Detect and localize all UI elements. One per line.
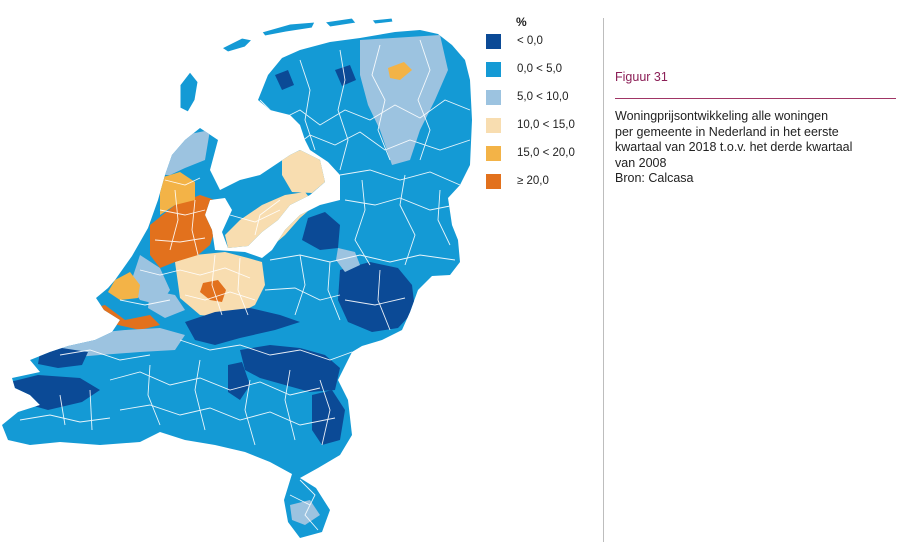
legend-label: 15,0 < 20,0 (517, 147, 575, 159)
region-twente (338, 262, 415, 332)
legend-item: 15,0 < 20,0 (486, 146, 575, 174)
legend-swatch-10-15 (486, 118, 501, 133)
legend-label: 5,0 < 10,0 (517, 91, 569, 103)
region-haarlem-coast (160, 172, 195, 215)
island-terschelling (261, 21, 316, 37)
legend-swatch-15-20 (486, 146, 501, 161)
legend-item: 5,0 < 10,0 (486, 90, 575, 118)
island-texel (179, 71, 199, 113)
caption-line: van 2008 (615, 155, 667, 170)
figure-caption: Woningprijsontwikkeling alle woningen pe… (615, 109, 900, 187)
legend-label: 10,0 < 15,0 (517, 119, 575, 131)
island-ameland (323, 17, 357, 28)
region-schouwen (38, 348, 88, 368)
legend-item: 0,0 < 5,0 (486, 62, 575, 90)
caption-source: Bron: Calcasa (615, 171, 694, 185)
netherlands-municipality-map (2, 17, 472, 538)
region-friesland-north (275, 70, 294, 90)
legend-item: < 0,0 (486, 34, 575, 62)
legend-swatch-0-5 (486, 62, 501, 77)
region-amsterdam (150, 195, 215, 268)
figure-label: Figuur 31 (615, 70, 668, 84)
vertical-divider (603, 18, 604, 542)
region-rivierenland (185, 308, 300, 345)
municipality-borders (19, 39, 471, 531)
map-legend: % < 0,0 0,0 < 5,0 5,0 < 10,0 10,0 < 15,0… (486, 14, 575, 202)
region-leiden (108, 272, 140, 300)
region-groningen-east (360, 35, 448, 165)
island-vlieland (221, 37, 254, 53)
region-friesland-east (335, 65, 356, 86)
legend-item: ≥ 20,0 (486, 174, 575, 202)
legend-swatch-neg (486, 34, 501, 49)
legend-label: ≥ 20,0 (517, 175, 549, 187)
region-betuwe (240, 345, 340, 392)
region-west-brabant (228, 362, 250, 400)
legend-label: 0,0 < 5,0 (517, 63, 563, 75)
legend-title: % (516, 15, 527, 29)
legend-item: 10,0 < 15,0 (486, 118, 575, 146)
legend-swatch-5-10 (486, 90, 501, 105)
legend-label: < 0,0 (517, 35, 543, 47)
region-utrecht-city (200, 280, 226, 302)
region-noordoostpolder (282, 148, 325, 193)
region-groningen-city (388, 62, 412, 80)
region-gouda (148, 290, 185, 318)
region-salland (336, 248, 360, 272)
region-south-limburg (290, 500, 320, 525)
legend-swatch-20 (486, 174, 501, 189)
figure-rule (615, 98, 896, 99)
caption-line: kwartaal van 2018 t.o.v. het derde kwart… (615, 140, 853, 154)
region-zwolle (302, 212, 340, 250)
caption-line: per gemeente in Nederland in het eerste (615, 124, 839, 139)
wadden-islands (179, 17, 394, 113)
caption-line: Woningprijsontwikkeling alle woningen (615, 109, 829, 123)
island-schiermonnikoog (371, 17, 394, 25)
